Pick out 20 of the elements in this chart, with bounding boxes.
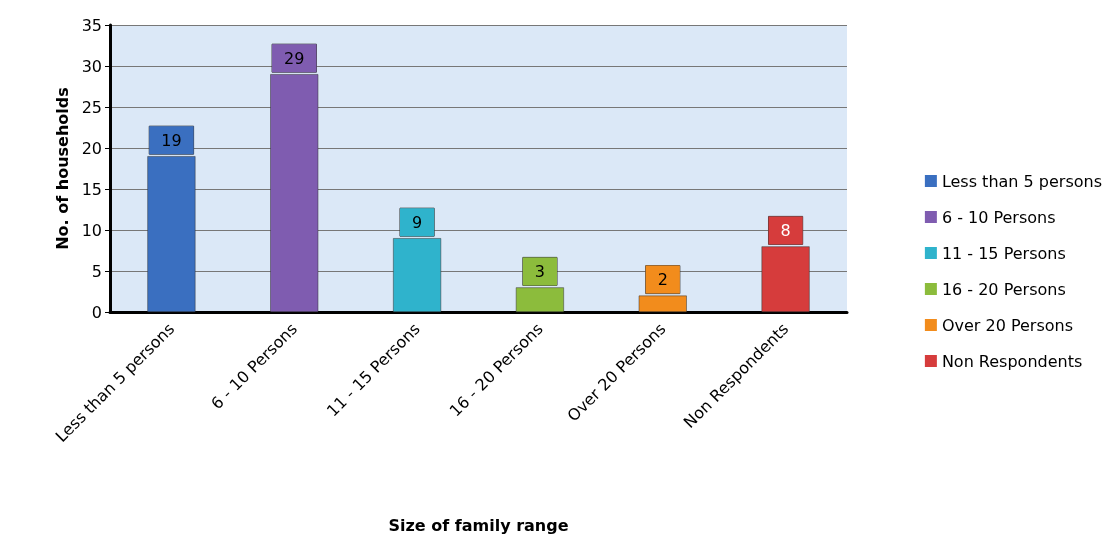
y-tick-label: 30: [81, 56, 102, 76]
y-tick-label: 10: [81, 220, 102, 240]
legend-label: 11 - 15 Persons: [941, 243, 1066, 263]
data-label: 9: [411, 212, 423, 232]
data-label: 19: [161, 130, 182, 150]
y-tick-label: 15: [81, 179, 102, 199]
legend-label: Less than 5 persons: [941, 171, 1102, 191]
y-axis-title: No. of households: [52, 87, 72, 250]
x-axis-title: Size of family range: [388, 515, 569, 535]
data-label: 8: [780, 220, 791, 240]
y-tick-label: 25: [81, 97, 102, 117]
y-tick-label: 35: [81, 15, 102, 35]
legend-label: 16 - 20 Persons: [941, 279, 1066, 299]
data-label: 2: [657, 270, 668, 290]
data-label: 3: [534, 261, 546, 281]
y-tick-label: 5: [91, 261, 102, 281]
y-tick-label: 0: [91, 302, 102, 322]
y-tick-label: 20: [81, 138, 102, 158]
legend-label: 6 - 10 Persons: [941, 207, 1056, 227]
data-label: 29: [284, 48, 305, 68]
